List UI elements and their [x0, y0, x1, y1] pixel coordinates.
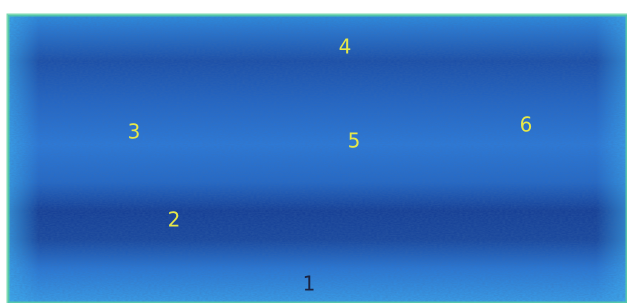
- zone-label: 5: [348, 129, 361, 153]
- zone-label: 3: [128, 120, 141, 144]
- zone-label: 1: [303, 272, 316, 296]
- zone-label: 4: [339, 35, 352, 59]
- noise: [8, 15, 627, 303]
- zone-label: 6: [520, 113, 533, 137]
- zone-label: 2: [168, 208, 181, 232]
- page: {"labels": ["4", "3", "5", "6", "2", "1"…: [0, 0, 627, 303]
- thermal-image: 4 3 5 6 2 1: [0, 0, 627, 303]
